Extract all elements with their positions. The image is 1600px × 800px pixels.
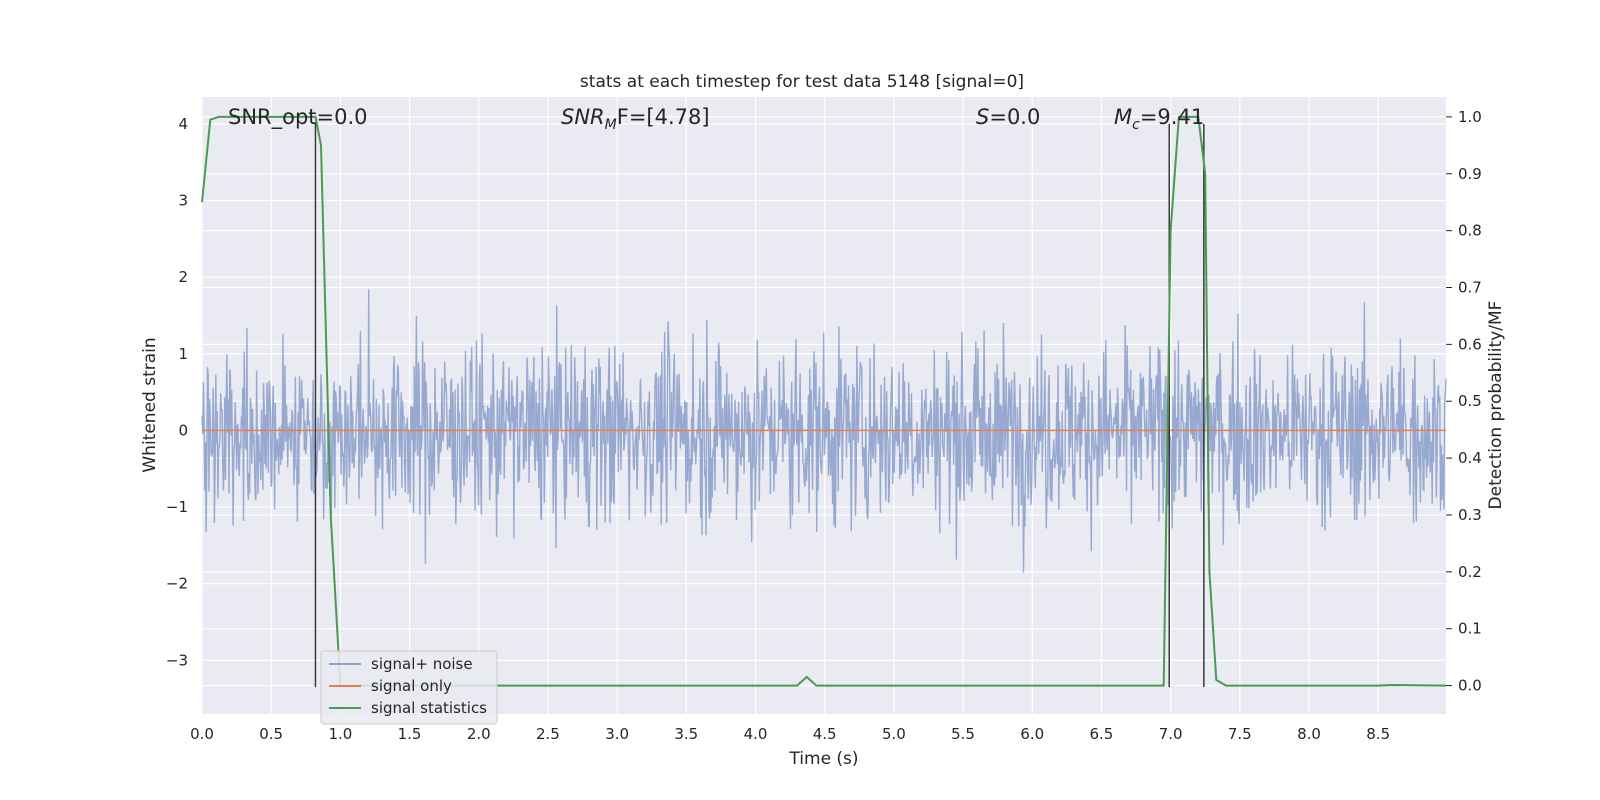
vertical-markers [314,123,1205,688]
annotations: SNR_opt=0.0 SNRMF=[4.78] S=0.0 Mc=9.41 [228,105,1204,133]
left-y-tick-label-7: 4 [178,115,188,133]
signal-noise-line [201,289,1447,573]
x-tick-label-14: 7.0 [1159,725,1183,743]
left-y-axis-ticks: −3 −2 −1 0 1 2 3 4 [166,115,188,670]
x-tick-label-13: 6.5 [1090,725,1114,743]
annotation-mc-sub: c [1132,117,1140,133]
annotation-mc-main: M [1114,105,1132,129]
right-y-tick-label-6: 0.6 [1458,335,1482,353]
legend: signal+ noise signal only signal statist… [320,650,498,725]
right-y-tick-label-7: 0.7 [1458,279,1482,297]
right-y-tick-label-9: 0.9 [1458,165,1482,183]
annotation-snr-mf-sub: M [605,117,617,133]
legend-box [320,650,498,725]
left-y-tick-label-1: −2 [166,575,188,593]
left-y-tick-label-6: 3 [178,191,188,209]
left-y-axis-label: Whitened strain [140,337,160,472]
x-tick-label-2: 1.0 [328,725,352,743]
x-tick-label-6: 3.0 [605,725,629,743]
left-y-tick-label-4: 1 [178,345,188,363]
right-y-tick-label-1: 0.1 [1458,620,1482,638]
signal-statistics-line [201,115,1447,687]
right-y-tick-label-4: 0.4 [1458,449,1482,467]
annotation-snr-opt: SNR_opt=0.0 [228,105,368,130]
annotation-s-main: S [976,105,989,129]
annotation-s-rest: =0.0 [989,105,1040,129]
x-tick-label-5: 2.5 [536,725,560,743]
x-tick-label-15: 7.5 [1228,725,1252,743]
annotation-mc-rest: =9.41 [1140,105,1204,129]
annotation-snr-mf-rest: F=[4.78] [617,105,710,129]
x-tick-label-0: 0.0 [190,725,214,743]
left-y-tick-label-5: 2 [178,268,188,286]
left-y-tick-label-3: 0 [178,421,188,439]
x-axis-label: Time (s) [788,749,858,769]
right-y-tick-label-3: 0.3 [1458,506,1482,524]
right-y-axis-ticks: 0.0 0.1 0.2 0.3 0.4 0.5 0.6 0.7 0.8 0.9 1.0 [1446,108,1482,695]
annotation-s: S=0.0 [976,105,1040,129]
right-y-tick-label-0: 0.0 [1458,677,1482,695]
right-y-axis-label: Detection probability/MF [1486,301,1506,510]
x-tick-label-4: 2.0 [467,725,491,743]
x-tick-label-8: 4.0 [744,725,768,743]
left-y-tick-label-0: −3 [166,651,188,669]
annotation-snr-mf: SNRMF=[4.78] [561,105,710,133]
x-tick-label-12: 6.0 [1020,725,1044,743]
annotation-snr-mf-main: SNR [561,105,605,129]
right-y-tick-label-8: 0.8 [1458,222,1482,240]
x-tick-label-7: 3.5 [674,725,698,743]
x-tick-label-17: 8.5 [1366,725,1390,743]
x-tick-label-9: 4.5 [813,725,837,743]
x-axis-ticks: 0.0 0.5 1.0 1.5 2.0 2.5 3.0 3.5 4.0 4.5 5.0 5.5 6.0 6… [190,725,1390,743]
x-tick-label-16: 8.0 [1297,725,1321,743]
x-tick-label-3: 1.5 [398,725,422,743]
legend-label-signal: signal only [371,677,452,695]
x-tick-label-11: 5.5 [951,725,975,743]
legend-label-noise: signal+ noise [371,655,473,673]
x-tick-label-10: 5.0 [882,725,906,743]
right-y-tick-label-5: 0.5 [1458,392,1482,410]
signal-noise-series [201,289,1447,573]
x-tick-label-1: 0.5 [259,725,283,743]
annotation-mc: Mc=9.41 [1114,105,1204,133]
legend-label-statistics: signal statistics [371,699,487,717]
right-y-tick-label-2: 0.2 [1458,563,1482,581]
chart-title: stats at each timestep for test data 514… [580,72,1024,92]
left-y-tick-label-2: −1 [166,498,188,516]
signal-statistics-series [201,115,1447,687]
right-y-tick-label-10: 1.0 [1458,108,1482,126]
